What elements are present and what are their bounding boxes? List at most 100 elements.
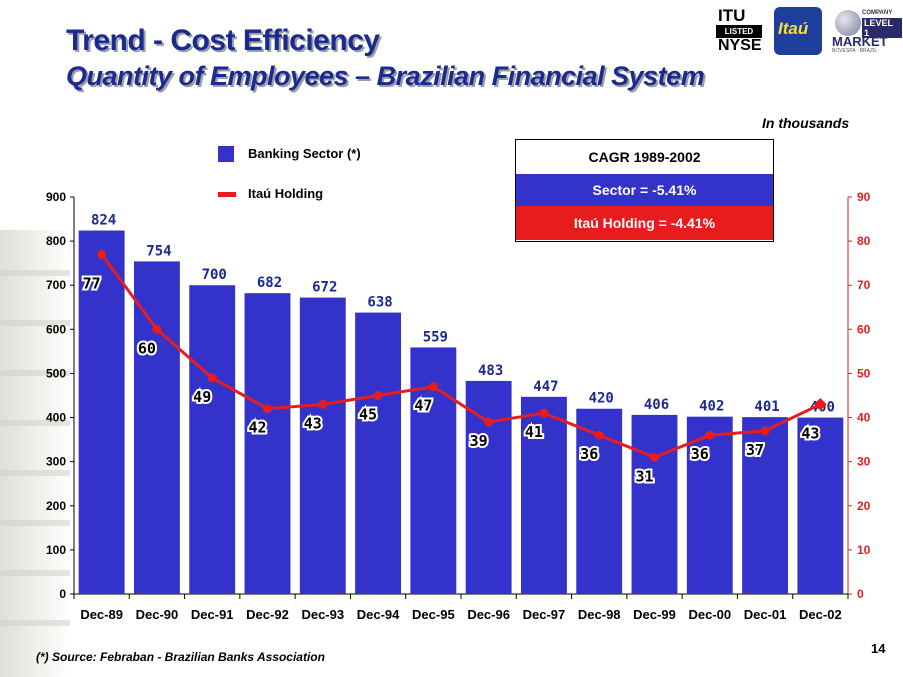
- bar-value-label: 483: [478, 363, 503, 379]
- right-axis-tick-label: 50: [857, 366, 871, 380]
- line-point-itau-holding: [594, 430, 604, 440]
- bar-banking-sector: [299, 297, 346, 594]
- left-axis-tick-label: 700: [46, 278, 66, 292]
- legend-label-banking-sector: Banking Sector (*): [248, 146, 361, 161]
- bar-banking-sector: [797, 417, 844, 594]
- x-axis-tick-label: Dec-00: [688, 607, 731, 622]
- bar-value-label: 700: [202, 267, 227, 283]
- bar-banking-sector: [355, 312, 402, 594]
- left-axis-tick-label: 200: [46, 499, 66, 513]
- line-value-label: 45: [359, 406, 377, 424]
- left-axis-tick-label: 0: [59, 587, 66, 601]
- line-value-label: 41: [525, 423, 543, 441]
- right-axis-tick-label: 20: [857, 499, 871, 513]
- market-logo-bovespa: BOVESPA · BRAZIL: [832, 48, 878, 54]
- line-value-label: 43: [304, 414, 322, 432]
- line-value-label: 36: [580, 445, 598, 463]
- market-logo-market: MARKET: [832, 34, 888, 49]
- line-value-label: 47: [414, 397, 432, 415]
- right-axis-tick-label: 70: [857, 278, 871, 292]
- bar-value-label: 401: [754, 399, 779, 415]
- x-axis-tick-label: Dec-93: [301, 607, 344, 622]
- bar-banking-sector: [686, 416, 733, 594]
- bar-value-label: 638: [367, 295, 392, 311]
- right-axis-tick-label: 40: [857, 411, 871, 425]
- employees-chart: 0 100 200 300 400 500 600 700 800 900 0 10 20 30 40 50 6…: [46, 190, 871, 622]
- right-axis-tick-label: 60: [857, 322, 871, 336]
- nyse-logo: ITU LISTED NYSE: [714, 6, 772, 56]
- bar-value-label: 682: [257, 275, 282, 291]
- bar-value-label: 824: [91, 213, 116, 229]
- line-value-label: 60: [138, 339, 156, 357]
- x-axis-tick-label: Dec-02: [799, 607, 842, 622]
- line-point-itau-holding: [484, 417, 494, 427]
- left-axis-tick-label: 800: [46, 234, 66, 248]
- page-title: Trend - Cost Efficiency: [66, 24, 380, 57]
- line-value-label: 37: [746, 441, 764, 459]
- x-axis-tick-label: Dec-94: [357, 607, 400, 622]
- left-axis-tick-label: 900: [46, 190, 66, 204]
- line-point-itau-holding: [428, 382, 438, 392]
- itau-logo-text: Itaú: [778, 19, 809, 38]
- line-value-label: 39: [470, 432, 488, 450]
- x-axis-tick-label: Dec-01: [744, 607, 787, 622]
- bar-banking-sector: [189, 285, 236, 594]
- market-logo-company: COMPANY: [862, 10, 893, 16]
- x-axis-tick-label: Dec-91: [191, 607, 234, 622]
- legend-line-swatch: [218, 192, 236, 197]
- bar-banking-sector: [631, 414, 678, 594]
- line-point-itau-holding: [152, 324, 162, 334]
- line-value-label: 31: [635, 467, 653, 485]
- x-axis-tick-label: Dec-90: [136, 607, 179, 622]
- right-axis-tick-label: 10: [857, 543, 871, 557]
- bar-value-label: 754: [146, 243, 171, 259]
- left-axis-tick-label: 400: [46, 411, 66, 425]
- market-logo-level: LEVEL 1: [862, 18, 902, 38]
- legend-label-itau-holding: Itaú Holding: [248, 186, 324, 201]
- line-point-itau-holding: [539, 408, 549, 418]
- bar-banking-sector: [465, 380, 512, 594]
- nyse-logo-exchange: NYSE: [718, 37, 762, 54]
- right-axis-tick-label: 0: [857, 587, 864, 601]
- x-axis-tick-label: Dec-99: [633, 607, 676, 622]
- bar-banking-sector: [520, 396, 567, 594]
- line-value-label: 42: [248, 419, 266, 437]
- left-axis-tick-label: 500: [46, 366, 66, 380]
- left-axis-tick-label: 300: [46, 455, 66, 469]
- bar-banking-sector: [244, 293, 291, 594]
- legend-bar-swatch: [218, 146, 234, 162]
- cagr-box: CAGR 1989-2002 Sector = -5.41% Itaú Hold…: [515, 139, 774, 242]
- legend-item-banking-sector: Banking Sector (*): [218, 146, 418, 164]
- line-point-itau-holding: [760, 426, 770, 436]
- bar-value-label: 559: [423, 329, 448, 345]
- x-axis-tick-label: Dec-89: [80, 607, 123, 622]
- nyse-logo-listed: LISTED: [716, 25, 762, 38]
- page-number: 14: [871, 641, 886, 656]
- page-subtitle: Quantity of Employees – Brazilian Financ…: [66, 61, 705, 91]
- line-point-itau-holding: [373, 391, 383, 400]
- line-point-itau-holding: [97, 249, 107, 259]
- left-axis-tick-label: 100: [46, 543, 66, 557]
- cagr-itau-holding: Itaú Holding = -4.41%: [516, 206, 773, 240]
- bar-value-label: 672: [312, 280, 337, 296]
- line-value-label: 36: [691, 445, 709, 463]
- x-axis-tick-label: Dec-92: [246, 607, 289, 622]
- bar-banking-sector: [78, 230, 125, 594]
- line-value-label: 49: [193, 388, 211, 406]
- bar-value-label: 420: [589, 391, 614, 407]
- line-itau-holding: [100, 253, 822, 459]
- bar-value-label: 402: [699, 399, 724, 415]
- unit-note: In thousands: [762, 115, 850, 131]
- line-point-itau-holding: [705, 430, 715, 440]
- itau-logo: Itaú: [774, 7, 822, 55]
- line-value-label: 43: [801, 424, 819, 442]
- background-building-decoration: [0, 230, 70, 677]
- right-axis-tick-label: 30: [857, 455, 871, 469]
- line-point-itau-holding: [263, 404, 272, 414]
- x-axis-tick-label: Dec-98: [578, 607, 621, 622]
- line-value-label: 77: [83, 274, 101, 292]
- line-point-itau-holding: [207, 373, 217, 383]
- title-block: Trend - Cost Efficiency Quantity of Empl…: [66, 22, 705, 92]
- line-point-itau-holding: [650, 452, 659, 462]
- bar-banking-sector: [742, 417, 789, 594]
